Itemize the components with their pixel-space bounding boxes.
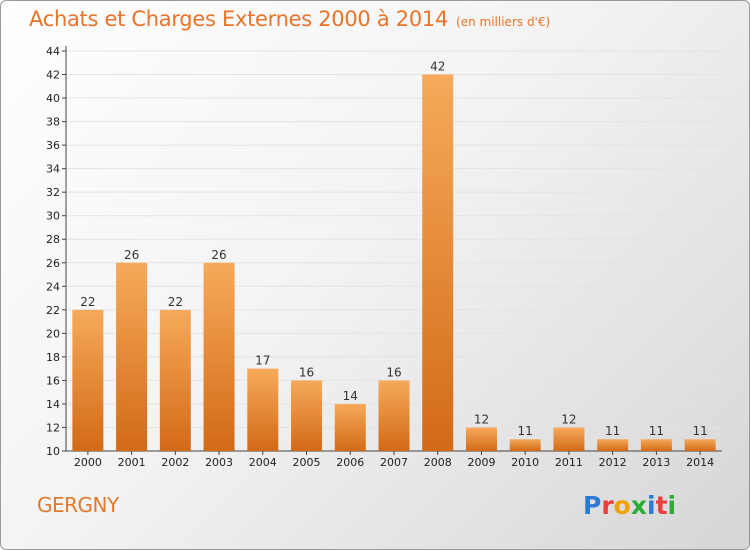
y-tick-label: 30 (46, 210, 60, 223)
y-tick-label: 18 (46, 351, 60, 364)
logo-letter: i (647, 491, 656, 520)
y-tick-label: 32 (46, 186, 60, 199)
bar-2007 (378, 380, 410, 451)
bar-2002 (159, 309, 191, 451)
y-tick-label: 20 (46, 327, 60, 340)
y-tick-label: 26 (46, 257, 60, 270)
x-tick-label-2001: 2001 (118, 456, 146, 469)
value-label-2006: 14 (343, 389, 358, 403)
value-label-2005: 16 (299, 365, 314, 379)
x-tick-label-2013: 2013 (642, 456, 670, 469)
bar-2008 (422, 74, 454, 451)
bar-2006 (334, 403, 366, 451)
value-label-2002: 22 (168, 295, 183, 309)
logo-letter: x (630, 491, 647, 520)
bar-2012 (597, 439, 629, 451)
bars (72, 74, 716, 451)
chart-title: Achats et Charges Externes 2000 à 2014 (e… (29, 7, 550, 31)
x-tick-label-2000: 2000 (74, 456, 102, 469)
x-tick-label-2012: 2012 (599, 456, 627, 469)
x-tick-label-2014: 2014 (686, 456, 714, 469)
x-tick-label-2003: 2003 (205, 456, 233, 469)
chart-title-text: Achats et Charges Externes 2000 à 2014 (29, 7, 449, 31)
y-tick-label: 34 (46, 163, 60, 176)
value-label-2010: 11 (518, 424, 533, 438)
y-tick-label: 42 (46, 69, 60, 82)
bar-2014 (684, 439, 716, 451)
value-label-2013: 11 (649, 424, 664, 438)
logo-letter: o (613, 491, 631, 520)
x-tick-label-2011: 2011 (555, 456, 583, 469)
commune-name: GERGNY (37, 493, 119, 517)
proxiti-logo: Proxiti (583, 491, 676, 520)
y-tick-label: 14 (46, 398, 60, 411)
logo-letter: r (601, 491, 614, 520)
value-label-2008: 42 (430, 60, 445, 74)
y-tick-label: 12 (46, 421, 60, 434)
y-tick-label: 10 (46, 445, 60, 458)
bar-2003 (203, 262, 235, 451)
x-tick-label-2004: 2004 (249, 456, 277, 469)
x-tick-label-2010: 2010 (511, 456, 539, 469)
y-tick-label: 40 (46, 92, 60, 105)
bar-2010 (509, 439, 541, 451)
bar-2013 (640, 439, 672, 451)
y-tick-label: 38 (46, 116, 60, 129)
value-label-2009: 12 (474, 412, 489, 426)
value-label-2014: 11 (692, 424, 707, 438)
y-tick-labels: 10 12 14 16 18 20 22 24 26 28 30 32 34 36 38 40 42 44 (46, 45, 60, 458)
y-tick-label: 28 (46, 233, 60, 246)
bar-2005 (291, 380, 323, 451)
y-tick-label: 44 (46, 45, 60, 58)
x-tick-label-2009: 2009 (467, 456, 495, 469)
bar-2011 (553, 427, 585, 451)
x-tick-label-2005: 2005 (293, 456, 321, 469)
bar-2001 (116, 262, 148, 451)
x-tick-label-2007: 2007 (380, 456, 408, 469)
value-label-2001: 26 (124, 248, 139, 262)
y-tick-label: 16 (46, 374, 60, 387)
value-labels: 22 26 22 26 17 16 14 16 42 12 11 12 11 11 11 (80, 60, 708, 439)
y-tick-label: 22 (46, 304, 60, 317)
bar-2004 (247, 368, 279, 451)
logo-letter: P (583, 491, 602, 520)
bar-2009 (465, 427, 497, 451)
y-tick-label: 36 (46, 139, 60, 152)
y-tick-label: 24 (46, 280, 60, 293)
logo-letter: i (667, 491, 677, 520)
value-label-2011: 12 (561, 412, 576, 426)
x-tick-labels: 2000 2001 2002 2003 2004 2005 2006 2007 2008 2009… (74, 456, 714, 469)
logo-letter: t (655, 491, 668, 520)
value-label-2012: 11 (605, 424, 620, 438)
bar-2000 (72, 309, 104, 451)
chart-unit: (en milliers d'€) (456, 15, 551, 29)
value-label-2007: 16 (386, 365, 401, 379)
value-label-2003: 26 (211, 248, 226, 262)
x-tick-label-2008: 2008 (424, 456, 452, 469)
value-label-2000: 22 (80, 295, 95, 309)
value-label-2004: 17 (255, 354, 270, 368)
x-tick-label-2006: 2006 (336, 456, 364, 469)
x-tick-label-2002: 2002 (161, 456, 189, 469)
